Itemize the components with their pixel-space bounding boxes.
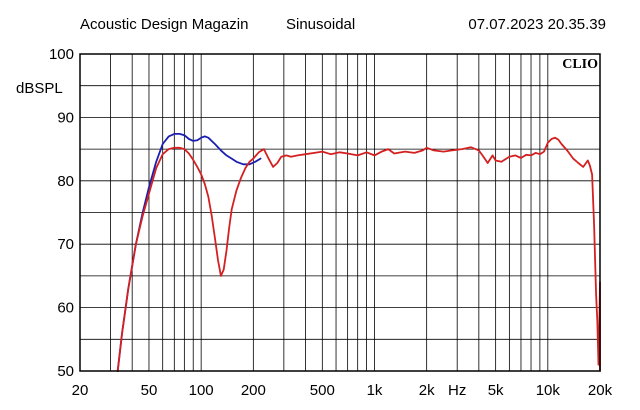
series-line-2 bbox=[116, 136, 601, 372]
x-tick-label: 2k bbox=[419, 382, 435, 399]
timestamp: 07.07.2023 20.35.39 bbox=[468, 16, 606, 33]
x-tick-label: 50 bbox=[141, 382, 158, 399]
x-tick-label: 500 bbox=[310, 382, 335, 399]
brand-badge bbox=[556, 55, 599, 71]
chart-title: Acoustic Design Magazin bbox=[80, 16, 249, 33]
x-tick-label: 10k bbox=[536, 382, 561, 399]
series-line-1 bbox=[116, 132, 262, 372]
series-layer bbox=[116, 132, 601, 372]
y-tick-label: 60 bbox=[57, 300, 74, 317]
x-tick-label: 1k bbox=[367, 382, 383, 399]
y-tick-label: 50 bbox=[57, 363, 74, 380]
measurement-type: Sinusoidal bbox=[286, 16, 356, 33]
x-tick-label: 100 bbox=[189, 382, 214, 399]
brand-label: CLIO bbox=[562, 57, 598, 72]
x-tick-label: 20 bbox=[72, 382, 89, 399]
x-tick-label: 5k bbox=[488, 382, 504, 399]
y-axis-label: dBSPL bbox=[16, 80, 63, 97]
y-tick-label: 70 bbox=[57, 236, 74, 253]
grid bbox=[80, 54, 600, 371]
x-axis-label: Hz bbox=[448, 382, 466, 399]
plot-frame bbox=[79, 53, 601, 372]
x-tick-label: 20k bbox=[588, 382, 613, 399]
x-tick-label: 200 bbox=[241, 382, 266, 399]
x-tick-labels: 20 50 100 200 500 1k 2k 5k 10k 20k bbox=[72, 382, 613, 399]
y-tick-label: 100 bbox=[49, 46, 74, 63]
y-tick-label: 90 bbox=[57, 109, 74, 126]
y-tick-labels: 50 60 70 80 90 100 bbox=[49, 46, 74, 380]
y-tick-label: 80 bbox=[57, 173, 74, 190]
